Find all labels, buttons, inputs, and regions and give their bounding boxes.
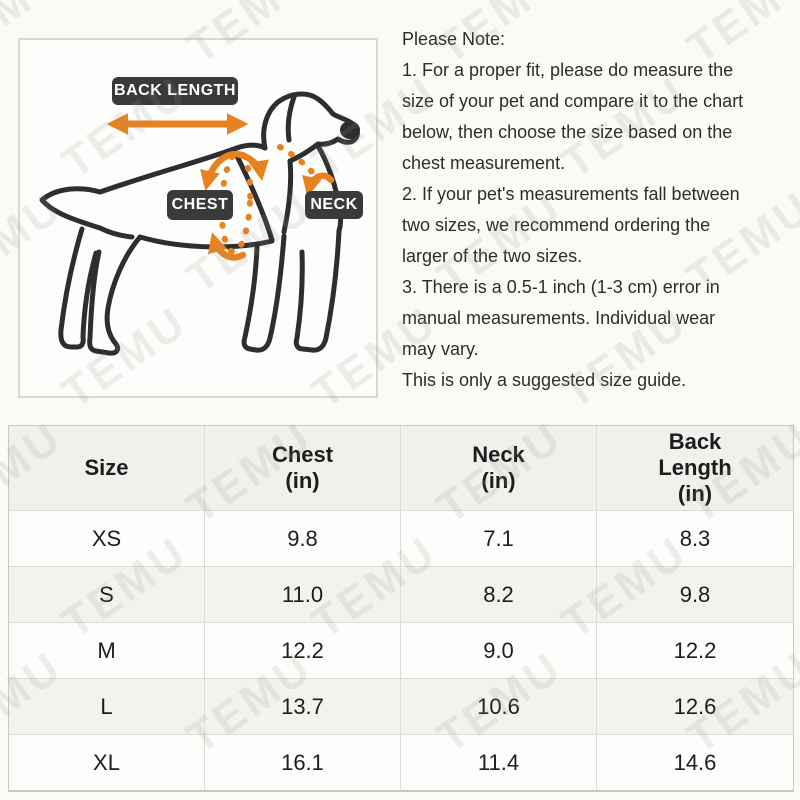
- table-cell: 14.6: [673, 749, 717, 775]
- measurement-diagram: BACK LENGTH CHEST NECK: [18, 38, 378, 398]
- note-line: chest measurement.: [402, 153, 566, 173]
- note-line: larger of the two sizes.: [402, 246, 583, 266]
- table-cell: 7.1: [401, 511, 597, 566]
- table-header-cell: Size: [9, 426, 205, 510]
- table-cell: L: [9, 679, 205, 734]
- chest-label: CHEST: [167, 190, 233, 220]
- table-header-cell: Chest (in): [205, 426, 401, 510]
- table-row-m: M 12.2 9.0 12.2: [9, 623, 793, 679]
- table-cell: 8.2: [401, 567, 597, 622]
- table-cell: XL: [9, 735, 205, 790]
- table-cell: 12.2: [205, 623, 401, 678]
- table-cell: 11.0: [205, 567, 401, 622]
- table-cell: 9.8: [679, 581, 711, 607]
- note-line: manual measurements. Individual wear: [402, 308, 716, 328]
- table-header-cell: Neck (in): [401, 426, 597, 510]
- table-cell: 10.6: [401, 679, 597, 734]
- table-header-cell: Back Length (in): [658, 429, 732, 506]
- table-cell: 12.6: [673, 693, 717, 719]
- note-line: Please Note:: [402, 29, 506, 49]
- table-row-xl: XL 16.1 11.4 14.6: [9, 735, 793, 790]
- table-row-s: S 11.0 8.2 9.8: [9, 567, 793, 623]
- size-chart-table: Size Chest (in) Neck (in) Back Length (in) XS 9.8…: [8, 425, 794, 792]
- table-cell: S: [9, 567, 205, 622]
- note-line: below, then choose the size based on the: [402, 122, 733, 142]
- neck-label: NECK: [305, 191, 363, 219]
- note-line: 2. If your pet's measurements fall betwe…: [402, 184, 740, 204]
- note-line: size of your pet and compare it to the c…: [402, 91, 744, 111]
- table-cell: 13.7: [205, 679, 401, 734]
- table-cell: 16.1: [205, 735, 401, 790]
- table-cell: 9.0: [401, 623, 597, 678]
- note-line: This is only a suggested size guide.: [402, 370, 687, 390]
- note-line: may vary.: [402, 339, 479, 359]
- table-row-xs: XS 9.8 7.1 8.3: [9, 511, 793, 567]
- table-cell: 12.2: [673, 637, 717, 663]
- sizing-notes: Please Note: 1. For a proper fit, please …: [402, 24, 796, 396]
- table-cell: XS: [9, 511, 205, 566]
- table-cell: 8.3: [679, 525, 711, 551]
- table-cell: M: [9, 623, 205, 678]
- table-row-l: L 13.7 10.6 12.6: [9, 679, 793, 735]
- table-cell: 11.4: [401, 735, 597, 790]
- table-cell: 9.8: [205, 511, 401, 566]
- note-line: 3. There is a 0.5-1 inch (1-3 cm) error …: [402, 277, 720, 297]
- back-length-label: BACK LENGTH: [112, 77, 238, 105]
- note-line: 1. For a proper fit, please do measure t…: [402, 60, 734, 80]
- note-line: two sizes, we recommend ordering the: [402, 215, 711, 235]
- table-header-row: Size Chest (in) Neck (in) Back Length (in): [9, 426, 793, 511]
